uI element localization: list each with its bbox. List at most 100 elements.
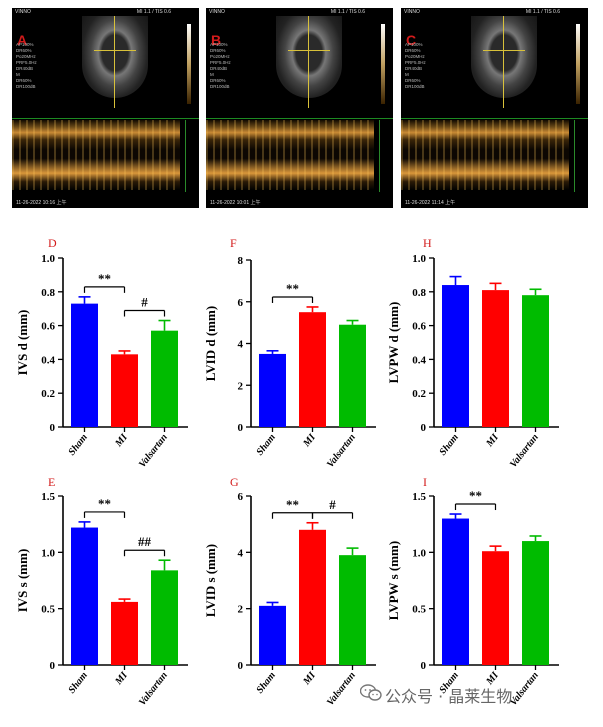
y-tick-label: 2 bbox=[238, 380, 244, 392]
m-mode-cursor-cross bbox=[483, 50, 525, 51]
gray-scale-bar bbox=[187, 24, 191, 104]
echo-header-right: MI 1.1 / TIS 0.6 bbox=[525, 9, 560, 15]
bar-valsartan bbox=[339, 324, 366, 427]
depth-scale bbox=[185, 120, 186, 192]
y-tick-label: 2 bbox=[238, 604, 244, 616]
y-tick-label: 4 bbox=[238, 547, 244, 559]
bar-mi bbox=[482, 290, 509, 427]
echo-header-right: MI 1.1 / TIS 0.6 bbox=[136, 9, 171, 15]
x-tick-label: MI bbox=[113, 669, 131, 688]
bar-sham bbox=[71, 527, 98, 665]
y-tick-label: 8 bbox=[238, 255, 244, 267]
echo-date: 11-26-2022 10:16 上午 bbox=[16, 200, 67, 206]
significance-label: ** bbox=[98, 496, 111, 511]
x-tick-label: Valsartan bbox=[137, 432, 170, 470]
x-tick-label: MI bbox=[301, 431, 319, 450]
y-tick-label: 0.4 bbox=[412, 354, 426, 366]
significance-label: # bbox=[329, 497, 336, 512]
significance-label: ** bbox=[98, 271, 111, 286]
y-axis-title: LVPW d (mm) bbox=[386, 302, 401, 384]
ecg-trace bbox=[401, 106, 588, 119]
y-tick-label: 0.8 bbox=[412, 287, 426, 299]
echo-date: 11-26-2022 10:01 上午 bbox=[210, 200, 261, 206]
x-tick-label: Sham bbox=[254, 670, 278, 696]
y-axis-title: IVS d (mm) bbox=[15, 310, 30, 376]
panel-letter-g: G bbox=[230, 475, 239, 489]
ecg-trace bbox=[12, 106, 199, 119]
m-mode-cursor bbox=[308, 16, 309, 108]
m-mode-cursor-cross bbox=[94, 50, 136, 51]
y-tick-label: 1.5 bbox=[412, 491, 426, 503]
x-tick-label: Sham bbox=[66, 432, 90, 458]
ultrasound-sector bbox=[471, 16, 537, 98]
y-tick-label: 1.0 bbox=[412, 547, 426, 559]
ultrasound-sector bbox=[276, 16, 342, 98]
m-mode-trace bbox=[12, 120, 180, 190]
x-tick-label: Sham bbox=[437, 432, 461, 458]
y-tick-label: 6 bbox=[238, 297, 244, 309]
y-tick-label: 0 bbox=[421, 660, 427, 672]
y-tick-label: 0 bbox=[50, 660, 56, 672]
bar-mi bbox=[111, 354, 138, 427]
panel-letter-h: H bbox=[423, 236, 432, 250]
x-tick-label: Valsartan bbox=[325, 670, 358, 708]
y-tick-label: 0.5 bbox=[412, 604, 426, 616]
significance-label: ** bbox=[469, 488, 482, 503]
panel-letter-f: F bbox=[230, 236, 237, 250]
x-tick-label: Sham bbox=[66, 670, 90, 696]
y-tick-label: 0.2 bbox=[412, 388, 426, 400]
echo-params: AP100% DR60% Po20MHz PRF5.0Hz DR40dB M D… bbox=[16, 42, 37, 89]
bar-mi bbox=[299, 529, 326, 665]
bar-sham bbox=[259, 353, 286, 427]
y-axis-title: LVID d (mm) bbox=[203, 306, 218, 381]
y-tick-label: 4 bbox=[238, 339, 244, 351]
x-tick-label: Valsartan bbox=[137, 670, 170, 708]
y-tick-label: 1.5 bbox=[41, 491, 55, 503]
panel-letter-d: D bbox=[48, 236, 57, 250]
bar-valsartan bbox=[522, 541, 549, 665]
significance-label: ** bbox=[286, 281, 299, 296]
gray-scale-bar bbox=[381, 24, 385, 104]
echo-header-right: MI 1.1 / TIS 0.6 bbox=[330, 9, 365, 15]
y-tick-label: 0.5 bbox=[41, 604, 55, 616]
y-axis-title: LVID s (mm) bbox=[203, 544, 218, 617]
bar-mi bbox=[111, 601, 138, 665]
watermark-text: 公众号 · 晶莱生物 bbox=[385, 687, 513, 706]
bar-sham bbox=[259, 605, 286, 665]
echo-header-left: VINNO bbox=[15, 9, 31, 15]
y-tick-label: 0.4 bbox=[41, 354, 55, 366]
x-tick-label: Valsartan bbox=[325, 432, 358, 470]
m-mode-trace bbox=[401, 120, 569, 190]
y-tick-label: 0 bbox=[421, 422, 427, 434]
significance-label: ## bbox=[138, 534, 152, 549]
y-tick-label: 6 bbox=[238, 491, 244, 503]
echo-panel-c: VINNO MI 1.1 / TIS 0.6 C AP100% DR60% Po… bbox=[401, 8, 588, 208]
y-axis-title: IVS s (mm) bbox=[15, 549, 30, 613]
ecg-trace bbox=[206, 106, 393, 119]
bar-mi bbox=[299, 312, 326, 427]
m-mode-cursor bbox=[114, 16, 115, 108]
echo-params: AP100% DR60% Po20MHz PRF5.0Hz DR40dB M D… bbox=[405, 42, 426, 89]
panel-letter-b: B bbox=[211, 32, 222, 48]
x-tick-label: MI bbox=[301, 669, 319, 688]
x-tick-label: MI bbox=[113, 431, 131, 450]
x-tick-label: MI bbox=[484, 431, 502, 450]
echo-panel-a: VINNO MI 1.1 / TIS 0.6 A AP100% DR60% Po… bbox=[12, 8, 199, 208]
y-tick-label: 0 bbox=[50, 422, 56, 434]
ultrasound-sector bbox=[82, 16, 148, 98]
wechat-icon bbox=[360, 684, 382, 701]
m-mode-cursor bbox=[503, 16, 504, 108]
y-tick-label: 0 bbox=[238, 422, 244, 434]
echo-date: 11-26-2022 11:14 上午 bbox=[405, 200, 456, 206]
panel-letter-a: A bbox=[17, 32, 28, 48]
m-mode-cursor-cross bbox=[288, 50, 330, 51]
y-axis-title: LVPW s (mm) bbox=[386, 541, 401, 620]
panel-letter-c: C bbox=[406, 32, 417, 48]
echo-panel-b: VINNO MI 1.1 / TIS 0.6 B AP100% DR60% Po… bbox=[206, 8, 393, 208]
echo-header-left: VINNO bbox=[404, 9, 420, 15]
echo-params: AP100% DR60% Po20MHz PRF5.0Hz DR40dB M D… bbox=[210, 42, 231, 89]
m-mode-trace bbox=[206, 120, 374, 190]
y-tick-label: 1.0 bbox=[412, 253, 426, 265]
bar-valsartan bbox=[151, 330, 178, 427]
